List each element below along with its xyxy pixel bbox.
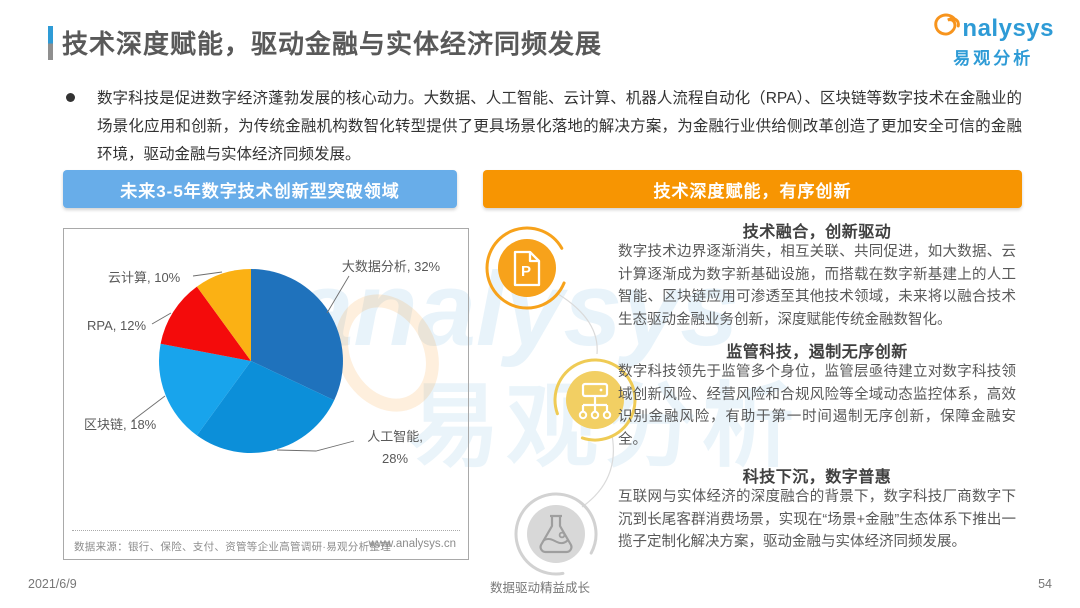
pie-label-cloud: 云计算, 10% — [108, 270, 181, 285]
logo-brand-cn: 易观分析 — [953, 49, 1034, 68]
pie-slice-区块链 — [158, 343, 251, 436]
footer-date: 2021/6/9 — [28, 577, 77, 591]
bullet-icon — [66, 93, 75, 102]
data-source-note: 数据来源：银行、保险、支付、资管等企业高管调研·易观分析整理 — [74, 541, 391, 553]
pie-label-ai: 人工智能, 28% — [367, 429, 423, 466]
section-title-2: 监管科技，遏制无序创新 — [726, 344, 908, 361]
section-body-3: 互联网与实体经济的深度融合的背景下，数字科技厂商数字下沉到长尾客群消费场景，实现… — [618, 489, 1016, 550]
section-body-1: 数字技术边界逐渐消失，相互关联、共同促进，如大数据、云计算逐渐成为数字新基础设施… — [618, 244, 1016, 328]
right-section-header: 技术深度赋能，有序创新 — [483, 170, 1022, 208]
section-title-1: 技术融合，创新驱动 — [742, 224, 892, 241]
pie-slice-云计算 — [196, 269, 251, 361]
summary-paragraph: 数字科技是促进数字经济蓬勃发展的核心动力。大数据、人工智能、云计算、机器人流程自… — [97, 90, 1022, 163]
page-title: 技术深度赋能，驱动金融与实体经济同频发展 — [62, 29, 603, 59]
section-title-3: 科技下沉，数字普惠 — [742, 469, 892, 486]
footer-slogan: 数据驱动精益成长 — [489, 581, 590, 595]
pie-slice-大数据分析 — [251, 269, 343, 401]
pie-chart — [131, 269, 355, 453]
title-accent-bar — [48, 26, 53, 60]
pie-label-rpa: RPA, 12% — [87, 318, 147, 333]
pie-slice-RPA — [160, 286, 251, 361]
pie-slices — [158, 269, 343, 453]
pie-label-blockchain: 区块链, 18% — [84, 417, 157, 432]
icon-connector-lines — [557, 293, 614, 508]
pie-slice-人工智能 — [196, 361, 335, 453]
pie-chart-panel: 大数据分析, 32% 人工智能, 28% 区块链, 18% RPA, 12% 云… — [63, 228, 469, 560]
network-icon — [549, 354, 641, 451]
flask-icon — [510, 488, 602, 585]
svg-text:P: P — [521, 263, 531, 280]
website-link[interactable]: www.analysys.cn — [368, 538, 456, 550]
pie-label-bigdata: 大数据分析, 32% — [341, 259, 441, 274]
page-number: 54 — [1038, 577, 1052, 591]
source-divider — [72, 530, 460, 531]
analysys-logo: nalysys 易观分析 — [932, 13, 1054, 69]
document-p-icon: P — [481, 222, 573, 319]
logo-brand-text: nalysys — [962, 14, 1054, 42]
left-section-header: 未来3-5年数字技术创新型突破领域 — [63, 170, 457, 208]
analysys-swirl-icon — [932, 13, 962, 44]
section-body-2: 数字科技领先于监管多个身位，监管层亟待建立对数字科技领域创新风险、经营风险和合规… — [618, 364, 1016, 448]
leader-lines — [131, 271, 355, 452]
